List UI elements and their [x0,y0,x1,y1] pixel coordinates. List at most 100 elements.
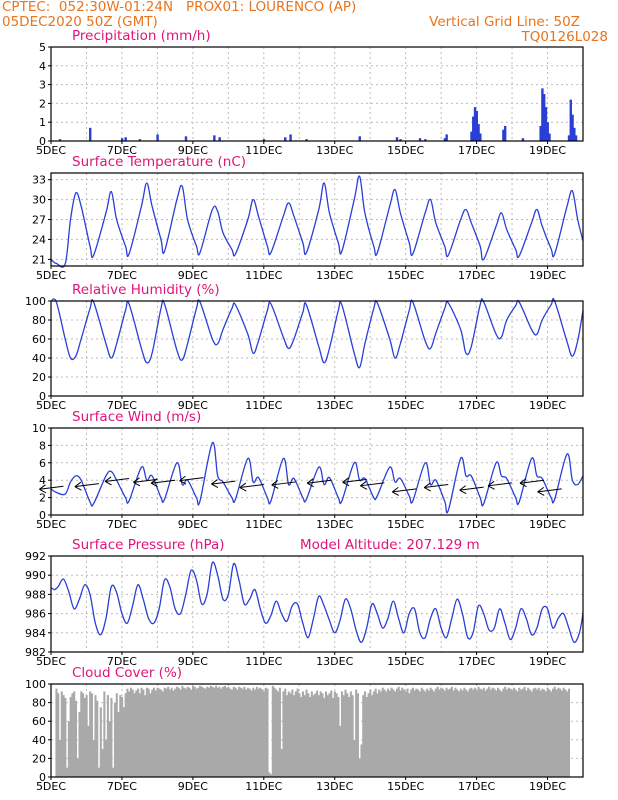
cloud-bar [209,685,212,777]
precip-bar [284,137,287,141]
cloud-bar [58,739,62,777]
cloud-bar [518,687,521,777]
x-tick-label: 9DEC [178,655,208,668]
cloud-bar [222,686,225,777]
cloud-bar [211,686,214,777]
cloud-bar [163,687,166,777]
cloud-bar [259,687,262,777]
cloud-bar [55,688,58,777]
precip-bar [418,138,422,141]
cloud-bar [60,691,63,777]
cloud-bar [305,689,308,777]
cloud-bar [390,687,393,777]
cloud-bar [479,688,482,777]
x-tick-label: 7DEC [107,518,137,531]
x-tick-label: 5DEC [36,780,66,793]
x-tick-label: 17DEC [458,144,495,157]
cloud-bar [119,695,122,777]
cloud-bar [491,687,494,777]
cloud-bar [266,688,269,777]
cloud-bar [383,689,386,777]
cloud-bar [87,725,90,777]
cloud-bar [372,691,375,777]
cloud-bar [454,687,457,777]
y-tick-label: 4 [39,474,46,487]
cloud-bar [433,691,436,777]
x-tick-label: 17DEC [458,780,495,793]
precip-bar [358,136,361,141]
wind-arrow-head [239,482,247,492]
cloud-bar [321,693,324,777]
y-tick-label: 992 [25,550,46,563]
cloud-bar [301,691,304,777]
cloud-bar [456,689,459,777]
cloud-bar [69,697,72,777]
cloud-bar [204,688,207,777]
cloud-bar [112,767,115,777]
cloud-bar [403,689,406,777]
x-tick-label: 13DEC [316,655,353,668]
wind-arrow [74,483,99,488]
cloud-bar [362,695,365,777]
precip-bar [521,138,525,141]
cloud-bar [186,686,189,777]
cloud-bar [252,687,255,777]
y-tick-label: 2 [39,97,46,110]
cloud-bar [165,688,168,777]
cloud-bar [324,691,328,777]
cloud-bar [101,749,104,777]
precip-bar [213,135,216,141]
cloud-bar [388,690,391,777]
y-tick-label: 990 [25,569,46,582]
cloud-bar [138,693,141,777]
cloud-bar [254,689,257,777]
cloud-bar [555,689,558,777]
cloud-bar [463,687,466,777]
cloud-bar [493,688,496,777]
x-tick-label: 13DEC [316,780,353,793]
cloud-bar [539,690,542,777]
cloud-bar [367,693,370,777]
cloud-bar [459,688,462,777]
y-tick-label: 0 [39,771,46,784]
cloud-bar [261,689,264,777]
cloud-bar [151,689,154,777]
cloud-bar [544,691,547,777]
cloud-bar [379,691,383,777]
cloud-bar [82,693,85,777]
wind-arrow-head [39,484,47,494]
cloud-bar [236,689,239,777]
precip-bar [184,136,188,141]
cloud-bar [310,691,313,777]
cloud-bar [238,686,241,777]
cloud-bar [502,688,505,777]
precip-bar [218,137,221,141]
cloud-bar [434,688,437,777]
cloud-bar [323,697,326,777]
cloud-bar [124,693,127,777]
cloud-bar [142,689,145,777]
cloud-bar [521,688,524,777]
wind-arrow-head [342,477,350,487]
cloud-bar [417,689,420,777]
cloud-bar [103,691,106,777]
cloud-bar [488,686,491,777]
y-tick-label: 8 [39,439,46,452]
cloud-bar [514,689,517,777]
cloud-bar [484,690,487,777]
wind-arrow-head [519,478,527,488]
cloud-bar [353,739,356,777]
panel-1: 21 24 27 30 33 5DEC 7DEC 9DEC 11DEC 13DEC 15DEC 17D… [32,154,584,282]
cloud-bar [220,688,223,777]
cloud-bar [537,687,540,777]
x-tick-label: 5DEC [36,655,66,668]
cloud-bar [468,688,471,777]
cloud-bar [355,689,358,777]
cloud-bar [509,688,512,777]
cloud-bar [344,689,347,777]
cloud-bar [262,691,265,777]
cloud-bar [78,711,81,777]
cloud-bar [115,693,118,777]
cloud-bar [156,687,159,777]
cloud-bar [97,767,101,777]
